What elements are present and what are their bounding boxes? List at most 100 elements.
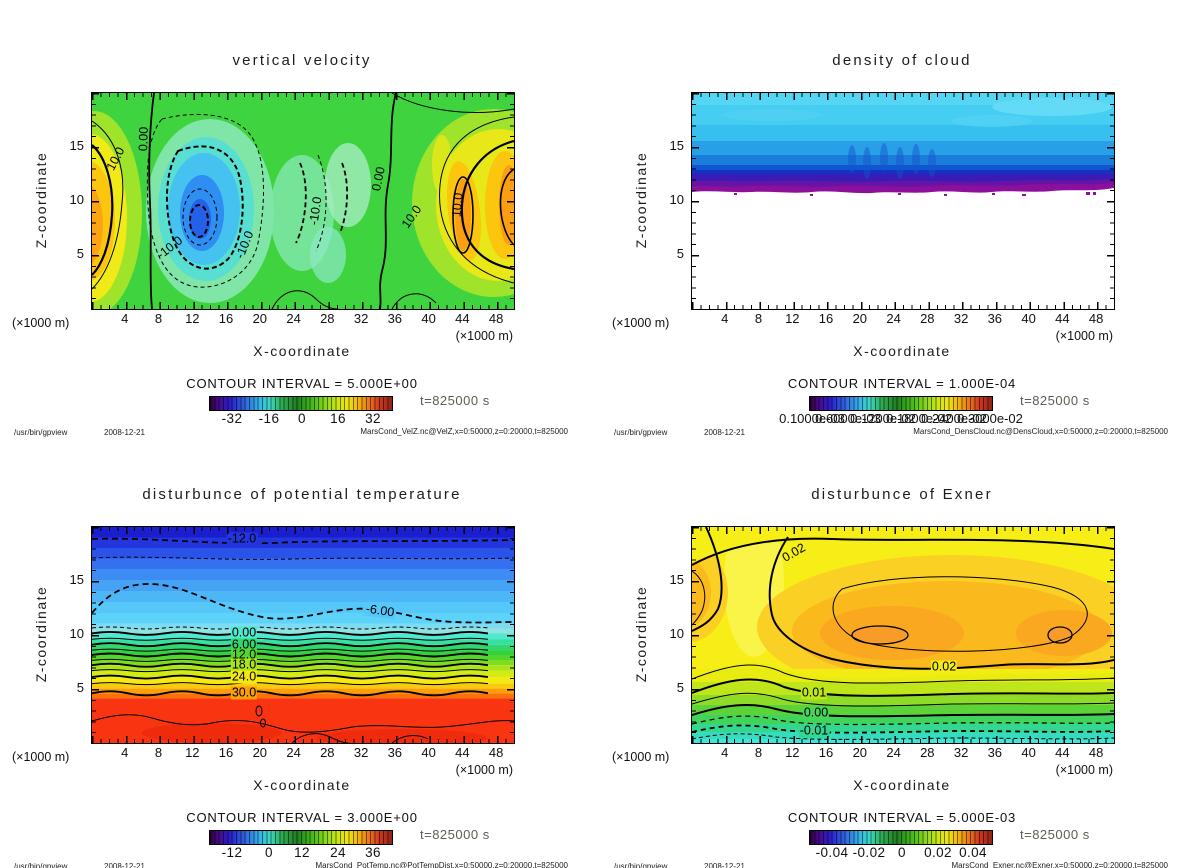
data-source-label: MarsCond_DensCloud.nc@DensCloud,x=0:5000…	[913, 427, 1168, 436]
contour-plot-exner: 0.02 0.02 0.01 0.00 -0.01	[691, 526, 1115, 744]
x-tick-labels: 4 8 12 16 20 24 28 32 36 40 44 48	[91, 745, 513, 761]
x-axis-label: X-coordinate	[853, 343, 951, 359]
page-title: density of cloud	[832, 52, 972, 69]
contour-label: 0.00	[802, 705, 830, 720]
time-label: t=825000 s	[420, 393, 490, 408]
colorbar-tick: 0	[298, 411, 306, 426]
panel-vertical-velocity: vertical velocity Z-coordinate 15 10 5	[0, 0, 600, 437]
x-unit-label: (×1000 m)	[455, 763, 513, 777]
x-tick-label: 40	[1021, 311, 1036, 326]
contour-label: 12.0	[230, 647, 258, 662]
time-label: t=825000 s	[1020, 827, 1090, 842]
x-tick-label: 32	[953, 311, 969, 326]
colorbar	[809, 830, 993, 845]
page-title: disturbunce of potential temperature	[142, 486, 462, 503]
x-tick-labels: 4 8 12 16 20 24 28 32 36 40 44 48	[691, 311, 1113, 327]
y-unit-label: (×1000 m)	[612, 750, 670, 764]
x-tick-label: 44	[455, 311, 470, 326]
x-unit-label: (×1000 m)	[1055, 329, 1113, 343]
x-tick-label: 44	[1055, 745, 1070, 760]
x-tick-label: 4	[121, 745, 129, 760]
colorbar-tick: 0.6000e-03	[815, 411, 881, 426]
x-axis-label: X-coordinate	[253, 777, 351, 793]
x-tick-label: 4	[121, 311, 129, 326]
y-axis-label: Z-coordinate	[633, 151, 649, 249]
contour-label: 18.0	[230, 657, 258, 672]
x-tick-label: 36	[387, 311, 403, 326]
x-tick-label: 24	[886, 745, 901, 760]
contour-label: -12.0	[226, 531, 258, 546]
x-tick-label: 8	[154, 311, 163, 326]
x-tick-label: 12	[785, 745, 800, 760]
x-tick-label: 28	[920, 311, 935, 326]
data-source-label: MarsCond_Exner.nc@Exner,x=0:50000,z=0:20…	[951, 861, 1169, 868]
colorbar-tick: -0.04	[815, 845, 849, 860]
x-tick-label: 28	[320, 745, 335, 760]
x-axis-label: X-coordinate	[853, 777, 951, 793]
colorbar-tick: 16	[330, 411, 346, 426]
y-tick-label: 5	[676, 246, 684, 261]
contour-plot-density-of-cloud	[691, 92, 1115, 310]
x-tick-label: 32	[353, 311, 369, 326]
x-tick-label: 28	[920, 745, 935, 760]
contour-label: 10.0	[449, 192, 466, 218]
x-unit-label: (×1000 m)	[455, 329, 513, 343]
contour-label: -0.01	[798, 723, 830, 738]
x-tick-label: 8	[754, 311, 763, 326]
y-tick-label: 15	[669, 138, 684, 153]
x-tick-label: 48	[1088, 311, 1104, 326]
date-label: 2008-12-21	[104, 862, 145, 868]
colorbar-tick: 0.3000e-02	[957, 411, 1023, 426]
y-unit-label: (×1000 m)	[612, 316, 670, 330]
y-tick-label: 5	[76, 246, 84, 261]
program-path-label: /usr/bin/gpview	[614, 862, 668, 868]
x-tick-label: 12	[185, 311, 200, 326]
x-tick-label: 40	[1021, 745, 1036, 760]
colorbar-tick: 0.04	[959, 845, 987, 860]
x-unit-label: (×1000 m)	[1055, 763, 1113, 777]
colorbar-tick-labels: -0.04 -0.02 0 0.02 0.04	[809, 845, 991, 861]
x-tick-label: 20	[852, 311, 868, 326]
panel-exner: disturbunce of Exner Z-coordinate 15 10 …	[600, 434, 1200, 868]
colorbar-tick: -0.02	[852, 845, 886, 860]
x-tick-label: 4	[721, 745, 729, 760]
date-label: 2008-12-21	[704, 428, 745, 437]
colorbar-tick: 0.1200e-02	[850, 411, 916, 426]
page-title: disturbunce of Exner	[811, 486, 993, 503]
x-tick-label: 44	[455, 745, 470, 760]
y-unit-label: (×1000 m)	[12, 316, 70, 330]
x-tick-label: 36	[987, 311, 1003, 326]
x-tick-label: 16	[218, 311, 234, 326]
x-tick-label: 36	[387, 745, 403, 760]
x-axis-label: X-coordinate	[253, 343, 351, 359]
pottemp-field	[92, 527, 514, 743]
x-tick-label: 20	[852, 745, 868, 760]
colorbar-tick: 36	[365, 845, 381, 860]
colorbar-tick: 0.02	[924, 845, 952, 860]
panel-density-of-cloud: density of cloud Z-coordinate 15 10 5	[600, 0, 1200, 437]
y-tick-label: 5	[676, 680, 684, 695]
date-label: 2008-12-21	[104, 428, 145, 437]
x-tick-label: 20	[252, 745, 268, 760]
page-title: vertical velocity	[232, 52, 372, 69]
y-tick-label: 15	[69, 572, 84, 587]
x-tick-label: 16	[218, 745, 234, 760]
contour-plot-vertical-velocity: 10.0 0.00 -10.0 -10.0 -10.0 0.00 10.0 10…	[91, 92, 515, 310]
x-tick-label: 40	[421, 311, 436, 326]
contour-label: 0.00	[136, 126, 151, 152]
x-tick-label: 28	[320, 311, 335, 326]
data-source-label: MarsCond_VelZ.nc@VelZ,x=0:50000,z=0:2000…	[360, 427, 568, 436]
colorbar-tick: 0.1000e-03	[779, 411, 845, 426]
exner-field	[692, 527, 1114, 743]
x-tick-label: 24	[286, 311, 301, 326]
x-tick-label: 44	[1055, 311, 1070, 326]
contour-label: 0.02	[930, 659, 958, 674]
x-tick-labels: 4 8 12 16 20 24 28 32 36 40 44 48	[691, 745, 1113, 761]
colorbar-tick: -32	[221, 411, 243, 426]
contour-label: 0.00	[230, 625, 258, 640]
x-tick-labels: 4 8 12 16 20 24 28 32 36 40 44 48	[91, 311, 513, 327]
contour-interval-label: CONTOUR INTERVAL = 1.000E-04	[787, 376, 1017, 391]
program-path-label: /usr/bin/gpview	[614, 428, 668, 437]
time-label: t=825000 s	[420, 827, 490, 842]
x-tick-label: 24	[286, 745, 301, 760]
